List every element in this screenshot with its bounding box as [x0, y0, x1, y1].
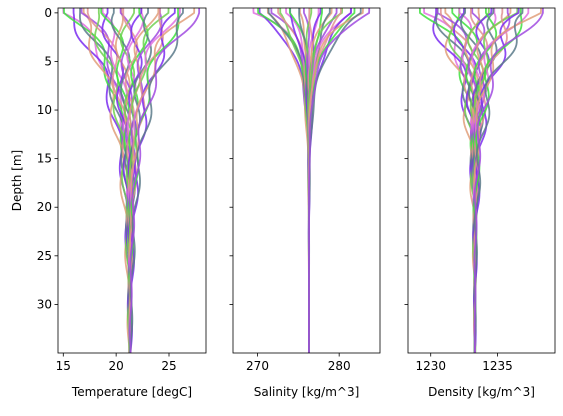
y-tick-label: 10	[37, 103, 52, 117]
density-series-group	[420, 8, 543, 353]
y-tick-label: 25	[37, 249, 52, 263]
y-tick-label: 5	[44, 54, 52, 68]
y-tick-label: 30	[37, 297, 52, 311]
salinity-series-line	[309, 8, 363, 353]
subplot-salinity: 270 280 Salinity [kg/m^3]	[230, 8, 381, 399]
y-axis-label: Depth [m]	[10, 150, 24, 211]
temperature-series-group	[63, 8, 199, 353]
temperature-x-tick-label: 15	[56, 359, 71, 373]
temperature-x-tick-label: 20	[109, 359, 124, 373]
temperature-x-tick-label: 25	[161, 359, 176, 373]
density-x-axis-label: Density [kg/m^3]	[428, 385, 535, 399]
salinity-x-tick-label: 270	[246, 359, 269, 373]
y-tick-label: 20	[37, 200, 52, 214]
density-x-tick-label: 1235	[482, 359, 513, 373]
salinity-series-group	[253, 8, 369, 353]
subplot-temperature: 0 5 10 15 20 25 30 15 20 25 Temperature [degC] Dept…	[10, 6, 206, 399]
density-x-tick-label: 1230	[415, 359, 446, 373]
salinity-x-tick-label: 280	[328, 359, 351, 373]
salinity-x-axis-label: Salinity [kg/m^3]	[254, 385, 360, 399]
salinity-series-line	[309, 8, 351, 353]
temperature-x-axis-label: Temperature [degC]	[71, 385, 192, 399]
subplot-density: 1230 1235 Density [kg/m^3]	[405, 8, 556, 399]
y-tick-label: 0	[44, 6, 52, 20]
y-tick-label: 15	[37, 152, 52, 166]
